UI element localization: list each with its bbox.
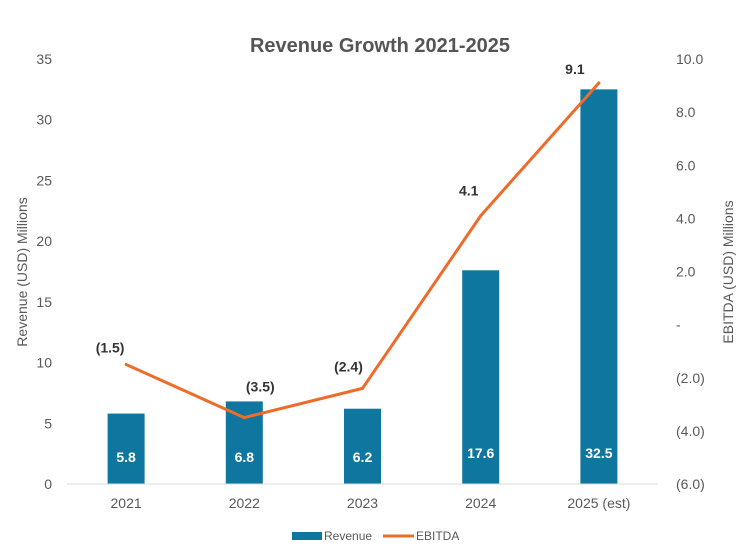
chart-title: Revenue Growth 2021-2025 bbox=[250, 35, 510, 57]
legend-ebitda-label: EBITDA bbox=[416, 529, 459, 543]
y2-tick-label: (2.0) bbox=[676, 370, 705, 386]
legend-revenue-swatch bbox=[292, 532, 322, 540]
revenue-data-label: 5.8 bbox=[116, 449, 136, 465]
y-tick-label: 25 bbox=[36, 172, 52, 188]
y-tick-label: 30 bbox=[36, 112, 52, 128]
ebitda-data-label: (2.4) bbox=[334, 358, 363, 374]
revenue-bar bbox=[580, 89, 618, 484]
y2-tick-label: - bbox=[676, 317, 681, 333]
ebitda-data-label: 9.1 bbox=[565, 61, 585, 77]
revenue-bar bbox=[344, 408, 381, 484]
y-tick-label: 20 bbox=[36, 233, 52, 249]
revenue-data-label: 17.6 bbox=[467, 445, 494, 461]
x-tick-label: 2025 (est) bbox=[567, 495, 630, 511]
x-tick-label: 2022 bbox=[229, 495, 260, 511]
ebitda-data-label: (1.5) bbox=[96, 339, 125, 355]
revenue-data-label: 32.5 bbox=[585, 445, 612, 461]
x-tick-label: 2024 bbox=[465, 495, 496, 511]
revenue-data-label: 6.2 bbox=[353, 449, 373, 465]
y2-tick-label: 4.0 bbox=[676, 210, 696, 226]
ebitda-data-label: 4.1 bbox=[459, 183, 479, 199]
legend: Revenue EBITDA bbox=[292, 529, 459, 543]
y-tick-label: 15 bbox=[36, 294, 52, 310]
ebitda-data-label: (3.5) bbox=[246, 379, 275, 395]
y2-tick-label: (6.0) bbox=[676, 476, 705, 492]
y2-axis-label: EBITDA (USD) Millions bbox=[720, 200, 736, 343]
ebitda-point bbox=[124, 362, 128, 366]
x-tick-label: 2021 bbox=[111, 495, 142, 511]
legend-revenue-label: Revenue bbox=[324, 529, 372, 543]
x-tick-label: 2023 bbox=[347, 495, 378, 511]
y2-tick-label: (4.0) bbox=[676, 423, 705, 439]
y2-tick-label: 2.0 bbox=[676, 264, 696, 280]
revenue-bar bbox=[462, 270, 500, 484]
ebitda-point bbox=[242, 416, 246, 420]
ebitda-point bbox=[479, 214, 483, 218]
y2-tick-label: 8.0 bbox=[676, 104, 696, 120]
y-tick-label: 5 bbox=[44, 415, 52, 431]
y2-tick-label: 10.0 bbox=[676, 51, 703, 67]
revenue-data-label: 6.8 bbox=[235, 449, 255, 465]
y-tick-label: 35 bbox=[36, 51, 52, 67]
revenue-bar bbox=[107, 413, 145, 484]
y-axis-label: Revenue (USD) Millions bbox=[14, 197, 30, 346]
y2-tick-label: 6.0 bbox=[676, 157, 696, 173]
y-tick-label: 0 bbox=[44, 476, 52, 492]
y-tick-label: 10 bbox=[36, 355, 52, 371]
ebitda-point bbox=[361, 386, 364, 390]
ebitda-point bbox=[597, 81, 601, 85]
